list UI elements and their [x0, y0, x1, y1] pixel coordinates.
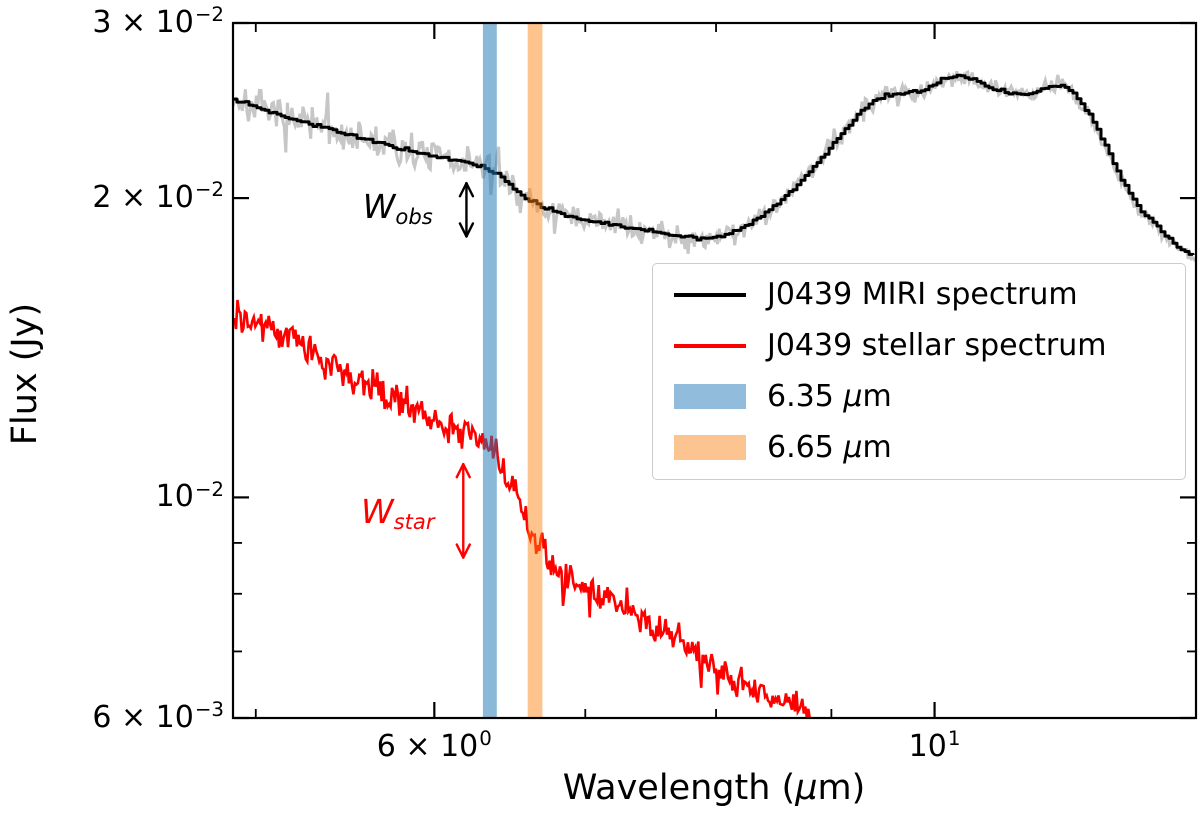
- legend-swatch-line: [674, 292, 746, 297]
- y-axis-label: Flux (Jy): [5, 302, 45, 446]
- legend-swatch-patch: [674, 435, 746, 460]
- legend: J0439 MIRI spectrum J0439 stellar spectru…: [652, 263, 1186, 480]
- mu-symbol: μ: [843, 430, 863, 465]
- legend-item: J0439 stellar spectrum: [674, 320, 1185, 371]
- band-6.65: [527, 23, 543, 718]
- annotation-arrow-w_obs: [458, 182, 475, 238]
- legend-swatch-wrap: [674, 384, 746, 409]
- legend-swatch-patch: [674, 384, 746, 409]
- series-stellar-spectrum: [233, 299, 812, 718]
- mu-symbol: μ: [795, 768, 818, 808]
- band-6.35: [482, 23, 497, 718]
- axes-spines: [231, 21, 1198, 720]
- legend-swatch-wrap: [674, 343, 746, 348]
- mu-symbol: μ: [843, 379, 863, 414]
- series-miri-spectrum: [233, 73, 1195, 256]
- legend-swatch-line: [674, 343, 746, 348]
- plot-area: [233, 23, 1196, 718]
- legend-item: 6.35 μm: [674, 371, 1185, 422]
- legend-swatch-wrap: [674, 292, 746, 297]
- axes-ticks: [234, 21, 1195, 720]
- x-axis-label: Wavelength (μm): [562, 768, 866, 808]
- legend-item-label: 6.35 μm: [767, 379, 892, 414]
- series-miri-unsmoothed: [233, 69, 1196, 262]
- legend-swatch-wrap: [674, 435, 746, 460]
- legend-item: 6.65 μm: [674, 422, 1185, 473]
- legend-item-label: J0439 stellar spectrum: [767, 328, 1107, 363]
- legend-item-label: J0439 MIRI spectrum: [767, 277, 1078, 312]
- annotation-arrow-w_star: [455, 462, 471, 559]
- legend-item-label: 6.65 μm: [767, 430, 892, 465]
- legend-item: J0439 MIRI spectrum: [674, 269, 1185, 320]
